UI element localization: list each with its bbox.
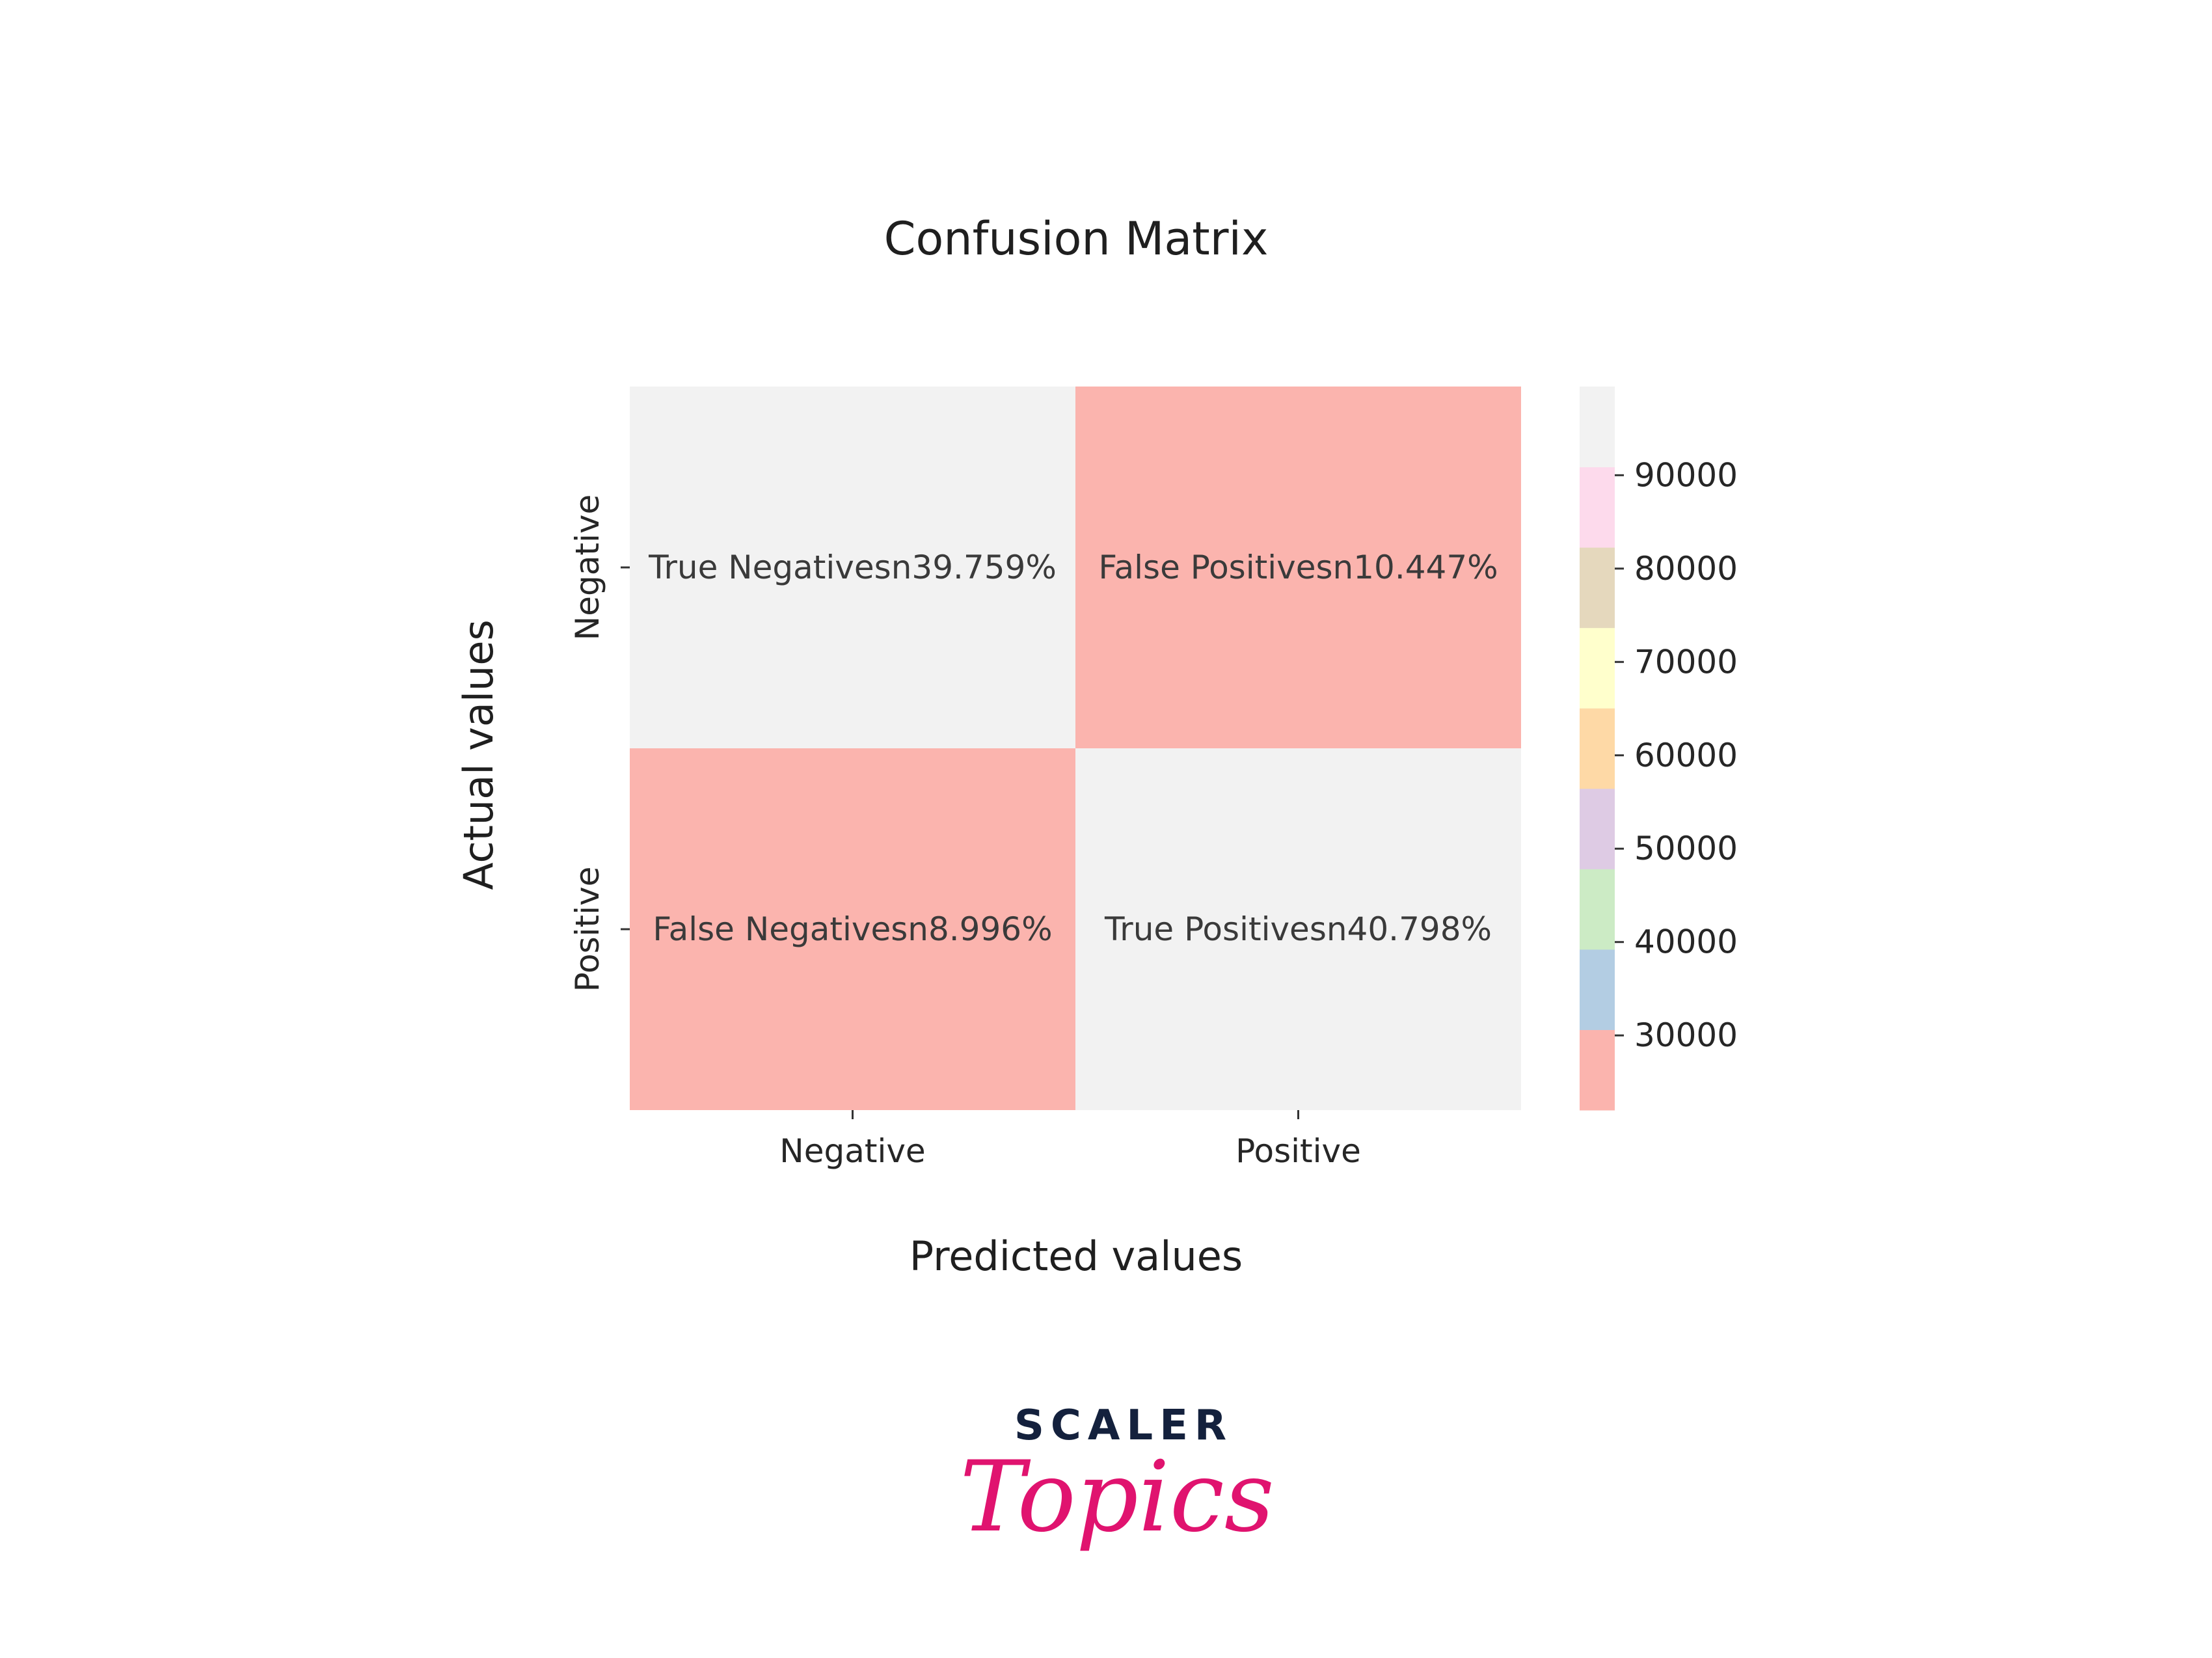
colorbar-segment-6 (1580, 547, 1615, 629)
cell-label-3: True Positivesn40.798% (1104, 910, 1492, 948)
y-tick-label-1: Positive (569, 867, 606, 992)
heatmap-cell-3 (1075, 748, 1521, 1110)
colorbar-tick-label-5: 80000 (1634, 550, 1738, 588)
heatmap-cells (630, 387, 1521, 1110)
colorbar-tick-label-1: 40000 (1634, 923, 1738, 961)
heatmap-cell-1 (1075, 387, 1521, 748)
brand-name-bottom: Topics (960, 1441, 1275, 1554)
heatmap-cell-0 (630, 387, 1075, 748)
colorbar-segment-0 (1580, 1029, 1615, 1111)
colorbar-segment-7 (1580, 467, 1615, 548)
chart-title: Confusion Matrix (884, 212, 1269, 265)
brand-name-top: SCALER (1014, 1402, 1233, 1450)
scaler-topics-logo: SCALER Topics (960, 1402, 1275, 1554)
y-axis-ticks: Negative Positive (569, 495, 630, 992)
cell-label-2: False Negativesn8.996% (653, 910, 1052, 948)
colorbar-tick-label-4: 70000 (1634, 643, 1738, 681)
colorbar-segment-4 (1580, 708, 1615, 789)
x-axis-ticks: Negative Positive (779, 1110, 1361, 1170)
cell-label-1: False Positivesn10.447% (1098, 549, 1498, 586)
heatmap-cell-2 (630, 748, 1075, 1110)
colorbar-tick-label-3: 60000 (1634, 737, 1738, 774)
colorbar-ticks: 30000 40000 50000 60000 70000 80000 90000 (1615, 456, 1738, 1054)
colorbar-segment-1 (1580, 949, 1615, 1030)
colorbar-segment-8 (1580, 387, 1615, 468)
cell-label-0: True Negativesn39.759% (648, 549, 1057, 586)
y-axis-label: Actual values (455, 619, 502, 890)
colorbar-segment-5 (1580, 627, 1615, 709)
colorbar (1580, 387, 1615, 1111)
x-tick-label-0: Negative (779, 1132, 925, 1170)
x-axis-label: Predicted values (910, 1232, 1243, 1280)
colorbar-tick-label-6: 90000 (1634, 456, 1738, 494)
colorbar-segment-3 (1580, 788, 1615, 869)
colorbar-tick-label-2: 50000 (1634, 830, 1738, 867)
y-tick-label-0: Negative (569, 495, 606, 640)
heatmap-cell-labels: True Negativesn39.759% False Positivesn10… (648, 549, 1498, 948)
x-tick-label-1: Positive (1235, 1132, 1361, 1170)
colorbar-tick-label-0: 30000 (1634, 1016, 1738, 1054)
colorbar-segment-2 (1580, 869, 1615, 950)
